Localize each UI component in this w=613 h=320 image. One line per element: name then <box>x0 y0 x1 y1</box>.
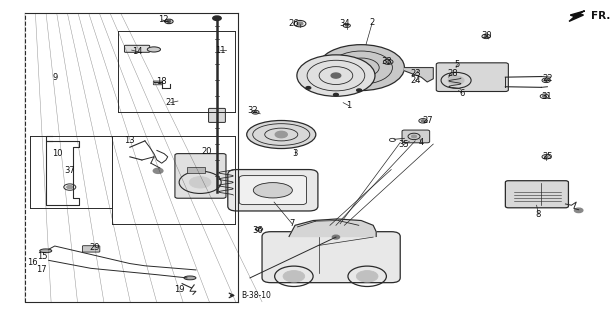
Circle shape <box>67 186 73 189</box>
Text: 6: 6 <box>459 89 465 98</box>
Polygon shape <box>405 68 433 82</box>
FancyBboxPatch shape <box>175 154 226 198</box>
Text: 17: 17 <box>36 265 47 275</box>
Text: 34: 34 <box>340 19 350 28</box>
Circle shape <box>544 79 548 81</box>
FancyBboxPatch shape <box>436 63 508 92</box>
Text: 24: 24 <box>410 76 421 85</box>
Text: 33: 33 <box>382 57 392 66</box>
Circle shape <box>386 61 390 63</box>
Ellipse shape <box>147 47 161 52</box>
Circle shape <box>331 73 341 78</box>
Text: 13: 13 <box>124 136 135 145</box>
Circle shape <box>421 120 425 122</box>
Circle shape <box>283 270 305 282</box>
Polygon shape <box>289 219 376 236</box>
Text: 26: 26 <box>289 19 299 28</box>
Text: 18: 18 <box>156 77 167 86</box>
Circle shape <box>333 93 338 96</box>
Text: 9: 9 <box>52 73 58 82</box>
Circle shape <box>318 45 405 91</box>
Text: 14: 14 <box>132 47 143 56</box>
Circle shape <box>543 95 546 97</box>
Circle shape <box>297 55 375 96</box>
FancyBboxPatch shape <box>124 45 150 52</box>
Text: FR.: FR. <box>591 11 610 21</box>
Text: 2: 2 <box>370 19 375 28</box>
FancyBboxPatch shape <box>239 176 306 204</box>
Text: 29: 29 <box>89 243 101 252</box>
Circle shape <box>254 112 257 113</box>
Circle shape <box>189 177 211 188</box>
Text: B-38-10: B-38-10 <box>241 291 271 300</box>
Circle shape <box>153 168 163 173</box>
Text: 19: 19 <box>175 284 185 293</box>
Ellipse shape <box>40 249 51 253</box>
FancyBboxPatch shape <box>153 81 162 85</box>
Polygon shape <box>569 11 585 21</box>
Text: 16: 16 <box>27 258 38 267</box>
Text: 32: 32 <box>248 106 258 115</box>
Text: 31: 31 <box>541 92 552 101</box>
Circle shape <box>484 36 488 37</box>
Circle shape <box>275 131 287 138</box>
Circle shape <box>167 20 170 22</box>
FancyBboxPatch shape <box>228 170 318 211</box>
Text: 3: 3 <box>292 149 298 158</box>
Circle shape <box>213 16 221 20</box>
Ellipse shape <box>246 121 316 148</box>
Circle shape <box>297 22 303 25</box>
Text: 23: 23 <box>410 69 421 78</box>
Text: 12: 12 <box>158 15 168 24</box>
FancyBboxPatch shape <box>402 130 430 143</box>
Circle shape <box>544 156 548 158</box>
Text: 7: 7 <box>289 219 295 228</box>
Text: 37: 37 <box>64 166 75 175</box>
Text: 15: 15 <box>37 252 48 261</box>
Text: 30: 30 <box>481 31 492 40</box>
FancyBboxPatch shape <box>187 167 205 173</box>
Text: 1: 1 <box>346 101 352 110</box>
Text: 35: 35 <box>398 140 408 149</box>
Circle shape <box>356 270 378 282</box>
Circle shape <box>357 89 362 92</box>
Text: 4: 4 <box>419 138 424 147</box>
Circle shape <box>346 25 348 26</box>
Text: 20: 20 <box>201 147 211 156</box>
FancyBboxPatch shape <box>208 108 226 123</box>
Circle shape <box>412 135 416 138</box>
FancyBboxPatch shape <box>505 181 568 208</box>
Text: 8: 8 <box>536 210 541 219</box>
Circle shape <box>332 235 340 239</box>
FancyBboxPatch shape <box>82 246 100 252</box>
Text: 10: 10 <box>53 149 63 158</box>
Text: 22: 22 <box>542 74 553 83</box>
Text: 27: 27 <box>422 116 433 125</box>
Ellipse shape <box>184 276 196 280</box>
Circle shape <box>574 208 583 212</box>
Text: 21: 21 <box>166 98 176 107</box>
Text: 5: 5 <box>455 60 460 69</box>
FancyBboxPatch shape <box>262 232 400 283</box>
Circle shape <box>306 87 311 89</box>
Text: 25: 25 <box>542 152 553 161</box>
Circle shape <box>448 76 464 84</box>
Ellipse shape <box>253 183 292 198</box>
Circle shape <box>355 64 367 71</box>
Text: 36: 36 <box>253 226 263 235</box>
Text: 11: 11 <box>215 45 225 55</box>
Text: 28: 28 <box>447 69 458 78</box>
